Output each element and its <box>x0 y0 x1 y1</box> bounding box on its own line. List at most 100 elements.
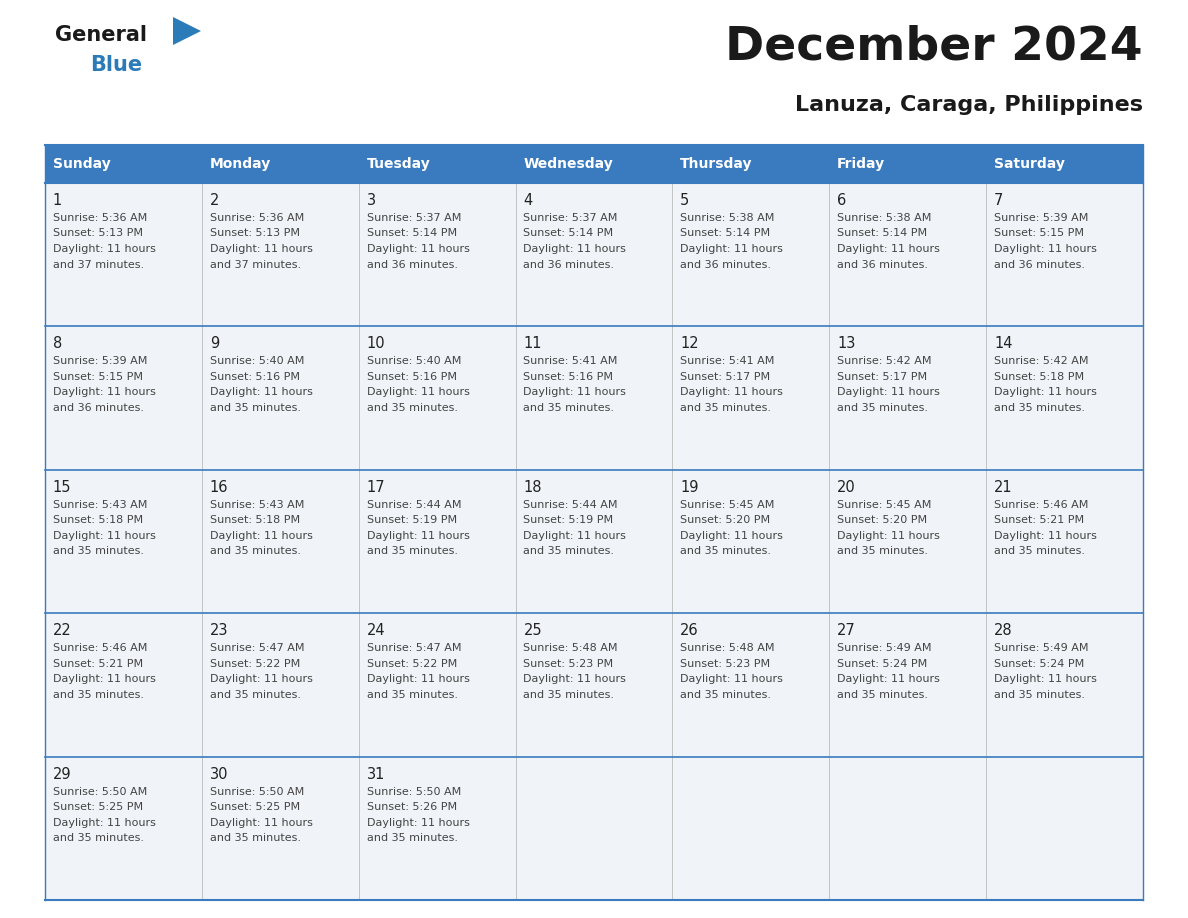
Text: 22: 22 <box>52 623 71 638</box>
Text: 16: 16 <box>210 480 228 495</box>
Text: Daylight: 11 hours: Daylight: 11 hours <box>994 244 1097 254</box>
Text: Sunset: 5:23 PM: Sunset: 5:23 PM <box>681 659 770 668</box>
Text: Daylight: 11 hours: Daylight: 11 hours <box>367 244 469 254</box>
Text: Sunrise: 5:42 AM: Sunrise: 5:42 AM <box>994 356 1088 366</box>
Text: Sunrise: 5:38 AM: Sunrise: 5:38 AM <box>681 213 775 223</box>
Text: Sunrise: 5:43 AM: Sunrise: 5:43 AM <box>210 499 304 509</box>
Text: Sunrise: 5:47 AM: Sunrise: 5:47 AM <box>210 644 304 654</box>
Text: 10: 10 <box>367 336 385 352</box>
Bar <box>359 756 516 900</box>
Text: 31: 31 <box>367 767 385 781</box>
Text: 29: 29 <box>52 767 71 781</box>
Text: and 35 minutes.: and 35 minutes. <box>994 546 1085 556</box>
Text: and 35 minutes.: and 35 minutes. <box>681 403 771 413</box>
Text: Sunrise: 5:46 AM: Sunrise: 5:46 AM <box>52 644 147 654</box>
Text: Wednesday: Wednesday <box>524 157 613 171</box>
Bar <box>359 613 516 756</box>
Text: Daylight: 11 hours: Daylight: 11 hours <box>994 387 1097 397</box>
Text: and 36 minutes.: and 36 minutes. <box>524 260 614 270</box>
Text: Daylight: 11 hours: Daylight: 11 hours <box>838 531 940 541</box>
Text: Sunrise: 5:41 AM: Sunrise: 5:41 AM <box>681 356 775 366</box>
Text: Daylight: 11 hours: Daylight: 11 hours <box>52 818 156 828</box>
Text: and 36 minutes.: and 36 minutes. <box>681 260 771 270</box>
Text: 6: 6 <box>838 193 846 208</box>
Text: Sunset: 5:22 PM: Sunset: 5:22 PM <box>367 659 457 668</box>
Text: and 35 minutes.: and 35 minutes. <box>52 834 144 843</box>
Text: and 35 minutes.: and 35 minutes. <box>994 403 1085 413</box>
Bar <box>45 470 202 613</box>
Text: 12: 12 <box>681 336 699 352</box>
Text: Sunset: 5:20 PM: Sunset: 5:20 PM <box>681 515 770 525</box>
Text: and 36 minutes.: and 36 minutes. <box>994 260 1085 270</box>
Text: and 36 minutes.: and 36 minutes. <box>838 260 928 270</box>
Text: Sunset: 5:19 PM: Sunset: 5:19 PM <box>367 515 456 525</box>
Text: Sunset: 5:16 PM: Sunset: 5:16 PM <box>210 372 299 382</box>
Bar <box>672 470 829 613</box>
Bar <box>986 183 1143 327</box>
Text: Thursday: Thursday <box>681 157 753 171</box>
Text: Daylight: 11 hours: Daylight: 11 hours <box>524 244 626 254</box>
Text: Daylight: 11 hours: Daylight: 11 hours <box>52 674 156 684</box>
Text: Sunset: 5:14 PM: Sunset: 5:14 PM <box>681 229 770 239</box>
Text: and 35 minutes.: and 35 minutes. <box>524 689 614 700</box>
Text: Sunset: 5:14 PM: Sunset: 5:14 PM <box>367 229 456 239</box>
Text: Sunrise: 5:48 AM: Sunrise: 5:48 AM <box>681 644 775 654</box>
Bar <box>45 613 202 756</box>
Text: Daylight: 11 hours: Daylight: 11 hours <box>681 244 783 254</box>
Text: Sunrise: 5:49 AM: Sunrise: 5:49 AM <box>994 644 1088 654</box>
Text: and 37 minutes.: and 37 minutes. <box>52 260 144 270</box>
Text: Sunset: 5:18 PM: Sunset: 5:18 PM <box>210 515 299 525</box>
Bar <box>986 145 1143 183</box>
Text: 23: 23 <box>210 623 228 638</box>
Text: Friday: Friday <box>838 157 885 171</box>
Bar <box>672 327 829 470</box>
Text: Sunset: 5:15 PM: Sunset: 5:15 PM <box>994 229 1083 239</box>
Bar <box>45 145 202 183</box>
Text: Daylight: 11 hours: Daylight: 11 hours <box>994 674 1097 684</box>
Text: 9: 9 <box>210 336 219 352</box>
Text: and 35 minutes.: and 35 minutes. <box>838 689 928 700</box>
Text: Sunrise: 5:41 AM: Sunrise: 5:41 AM <box>524 356 618 366</box>
Text: 19: 19 <box>681 480 699 495</box>
Text: and 35 minutes.: and 35 minutes. <box>210 403 301 413</box>
Text: Daylight: 11 hours: Daylight: 11 hours <box>367 818 469 828</box>
Bar <box>516 145 672 183</box>
Bar <box>672 756 829 900</box>
Text: 14: 14 <box>994 336 1012 352</box>
Bar <box>829 613 986 756</box>
Text: Tuesday: Tuesday <box>367 157 430 171</box>
Bar <box>45 183 202 327</box>
Text: and 35 minutes.: and 35 minutes. <box>367 546 457 556</box>
Text: 7: 7 <box>994 193 1004 208</box>
Text: Sunrise: 5:36 AM: Sunrise: 5:36 AM <box>52 213 147 223</box>
Bar <box>202 756 359 900</box>
Text: Sunset: 5:23 PM: Sunset: 5:23 PM <box>524 659 613 668</box>
Text: Daylight: 11 hours: Daylight: 11 hours <box>52 387 156 397</box>
Text: Sunset: 5:17 PM: Sunset: 5:17 PM <box>838 372 928 382</box>
Text: and 35 minutes.: and 35 minutes. <box>681 689 771 700</box>
Bar <box>359 327 516 470</box>
Text: 28: 28 <box>994 623 1012 638</box>
Text: 20: 20 <box>838 480 855 495</box>
Text: Sunset: 5:16 PM: Sunset: 5:16 PM <box>524 372 613 382</box>
Text: Daylight: 11 hours: Daylight: 11 hours <box>52 531 156 541</box>
Bar <box>359 470 516 613</box>
Text: December 2024: December 2024 <box>726 25 1143 70</box>
Text: Sunrise: 5:50 AM: Sunrise: 5:50 AM <box>52 787 147 797</box>
Text: Sunrise: 5:45 AM: Sunrise: 5:45 AM <box>838 499 931 509</box>
Bar <box>202 327 359 470</box>
Bar <box>829 327 986 470</box>
Text: Daylight: 11 hours: Daylight: 11 hours <box>210 244 312 254</box>
Text: Daylight: 11 hours: Daylight: 11 hours <box>367 674 469 684</box>
Text: 15: 15 <box>52 480 71 495</box>
Bar <box>516 327 672 470</box>
Text: Sunrise: 5:50 AM: Sunrise: 5:50 AM <box>210 787 304 797</box>
Bar <box>672 613 829 756</box>
Text: Daylight: 11 hours: Daylight: 11 hours <box>838 387 940 397</box>
Text: Sunrise: 5:43 AM: Sunrise: 5:43 AM <box>52 499 147 509</box>
Bar <box>359 145 516 183</box>
Text: and 37 minutes.: and 37 minutes. <box>210 260 301 270</box>
Text: 26: 26 <box>681 623 699 638</box>
Text: 25: 25 <box>524 623 542 638</box>
Text: Sunrise: 5:40 AM: Sunrise: 5:40 AM <box>367 356 461 366</box>
